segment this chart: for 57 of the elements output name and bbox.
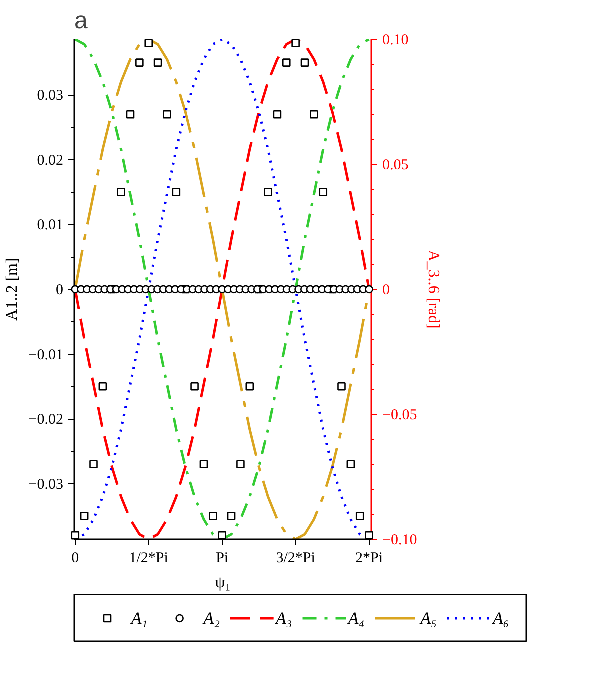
point <box>144 39 154 48</box>
y-tick-label: −0.02 <box>28 412 64 428</box>
y-tick-label: 0 <box>56 282 64 298</box>
x-tick-label: 1/2*Pi <box>129 550 168 566</box>
point <box>200 460 208 469</box>
point <box>209 512 218 520</box>
point <box>227 512 236 520</box>
text: a <box>74 8 88 34</box>
legend-label: A₃ <box>275 609 292 628</box>
y-axis-title: A1..2 [m] <box>4 258 21 321</box>
x-axis-title: ψ₁ <box>215 574 231 592</box>
point <box>282 58 291 67</box>
point <box>319 188 328 196</box>
point <box>172 188 181 196</box>
point <box>356 512 364 520</box>
point <box>80 512 89 520</box>
point <box>117 188 126 196</box>
point <box>126 110 135 119</box>
point <box>346 460 356 469</box>
x-tick-label: Pi <box>216 550 229 566</box>
point <box>71 531 80 540</box>
x-tick-label: 3/2*Pi <box>276 550 316 566</box>
point <box>154 58 162 67</box>
point <box>292 39 300 48</box>
legend-label: A₁ <box>130 609 148 628</box>
point <box>246 382 254 391</box>
point <box>90 460 98 469</box>
y-tick-label: 0.01 <box>37 218 64 234</box>
point <box>218 531 226 540</box>
point <box>264 188 272 196</box>
y-tick-label: −0.01 <box>28 347 64 364</box>
point <box>236 460 245 469</box>
legend-label: A₆ <box>492 609 510 628</box>
x-tick-label: 0 <box>72 550 80 566</box>
legend-label: A₂ <box>202 609 220 628</box>
point <box>136 58 144 67</box>
point <box>338 382 346 391</box>
y2-axis-title: A_3..6 [rad] <box>425 250 442 329</box>
point <box>365 285 374 294</box>
x-tick-label: 2*Pi <box>356 550 384 566</box>
point <box>163 110 172 119</box>
point <box>190 382 199 391</box>
point <box>98 382 108 391</box>
point <box>273 110 282 119</box>
y-tick-label: −0.03 <box>28 476 64 493</box>
y2-tick-label: 0.05 <box>382 158 409 174</box>
y-tick-label: 0.03 <box>37 88 64 104</box>
y2-tick-label: 0.10 <box>382 32 409 48</box>
point <box>310 110 318 119</box>
point <box>300 58 310 67</box>
y2-tick-label: 0 <box>382 282 390 298</box>
y2-tick-label: −0.05 <box>382 408 418 424</box>
point <box>365 531 374 540</box>
legend-label: A₅ <box>420 609 438 628</box>
y2-tick-label: −0.10 <box>382 532 418 548</box>
y-tick-label: 0.02 <box>37 152 64 169</box>
legend-label: A₄ <box>347 609 365 628</box>
